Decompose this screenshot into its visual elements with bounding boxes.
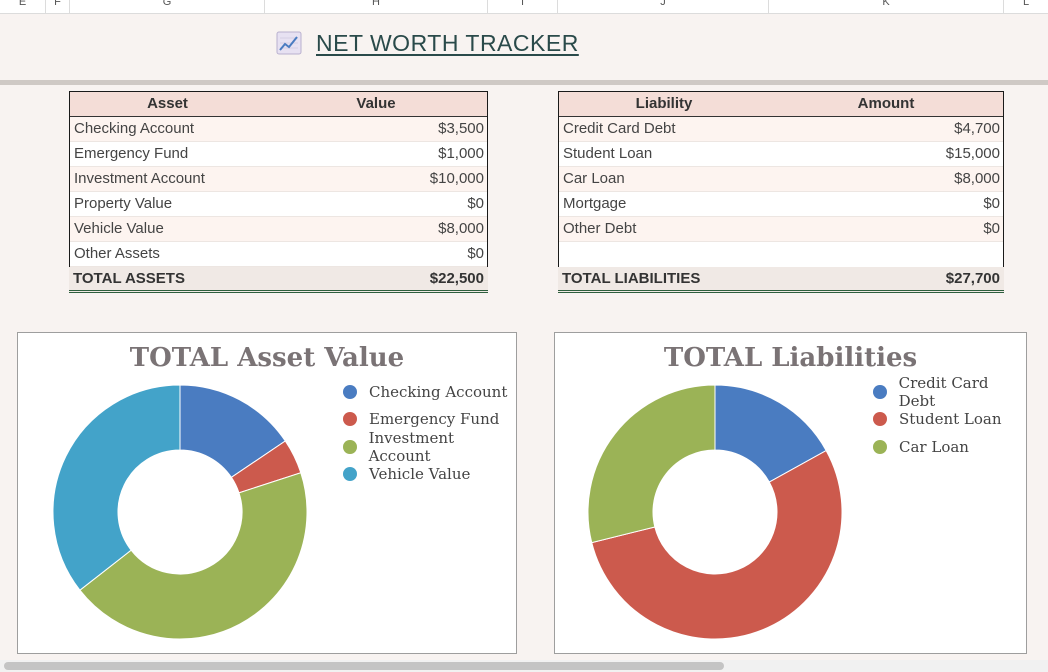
liabilities-chart-title: TOTAL Liabilities	[663, 343, 918, 373]
asset-name: Emergency Fund	[74, 145, 189, 162]
total-liabilities-row[interactable]: TOTAL LIABILITIES $27,700	[558, 267, 1004, 293]
legend-label: Car Loan	[899, 437, 969, 456]
legend-item: Investment Account	[343, 429, 516, 465]
donut-slice-student-loan[interactable]	[591, 449, 843, 640]
legend-item: Credit Card Debt	[873, 374, 1026, 410]
legend-dot	[873, 439, 887, 454]
asset-name: Vehicle Value	[74, 220, 164, 237]
asset-value: $0	[467, 195, 484, 212]
legend-item: Student Loan	[873, 406, 1026, 434]
table-row[interactable]: Investment Account $10,000	[70, 167, 487, 192]
column-header-i[interactable]: I	[488, 0, 558, 14]
table-row[interactable]: Car Loan $8,000	[559, 167, 1003, 192]
donut-slice-car-loan[interactable]	[587, 384, 716, 544]
asset-value: $8,000	[438, 220, 484, 237]
total-assets-label: TOTAL ASSETS	[73, 270, 185, 287]
table-row[interactable]: Credit Card Debt $4,700	[559, 117, 1003, 142]
assets-header-asset: Asset	[147, 95, 188, 112]
assets-table-header: Asset Value	[70, 92, 487, 117]
liabilities-header-liability: Liability	[635, 95, 693, 112]
horizontal-scrollbar[interactable]	[0, 660, 1048, 672]
column-header-e[interactable]: E	[0, 0, 46, 14]
table-row[interactable]: Property Value $0	[70, 192, 487, 217]
legend-dot	[873, 384, 887, 399]
column-header-j[interactable]: J	[558, 0, 769, 14]
total-assets-row[interactable]: TOTAL ASSETS $22,500	[69, 267, 488, 293]
total-assets-value: $22,500	[429, 270, 484, 287]
legend-item: Car Loan	[873, 433, 1026, 461]
column-header-g[interactable]: G	[70, 0, 265, 14]
legend-label: Credit Card Debt	[898, 373, 989, 410]
legend-label: Investment Account	[368, 428, 455, 465]
asset-chart-title: TOTAL Asset Value	[129, 343, 405, 373]
legend-label: Checking Account	[369, 382, 508, 401]
section-divider	[0, 80, 1048, 85]
donut-slice-investment-account[interactable]	[79, 472, 308, 640]
column-header-strip: E F G H I J K L	[0, 0, 1048, 14]
table-row[interactable]: Student Loan $15,000	[559, 142, 1003, 167]
liability-value: $0	[983, 195, 1000, 212]
assets-table: Asset Value Checking Account $3,500 Emer…	[69, 91, 488, 267]
legend-item: Emergency Fund	[343, 406, 516, 434]
total-liabilities-label: TOTAL LIABILITIES	[562, 270, 701, 287]
legend-label: Student Loan	[899, 410, 1002, 429]
legend-label: Vehicle Value	[369, 465, 471, 484]
table-row[interactable]: Checking Account $3,500	[70, 117, 487, 142]
liability-name: Other Debt	[563, 220, 637, 237]
legend-item: Vehicle Value	[343, 461, 516, 489]
liabilities-table-header: Liability Amount	[559, 92, 1003, 117]
legend-label: Emergency Fund	[369, 410, 500, 429]
asset-donut-chart	[52, 384, 308, 640]
scrollbar-thumb[interactable]	[4, 662, 724, 670]
page-title-text: NET WORTH TRACKER	[316, 29, 579, 56]
asset-chart-legend: Checking Account Emergency Fund Investme…	[343, 378, 516, 488]
page-title: NET WORTH TRACKER	[276, 28, 579, 58]
liability-name: Car Loan	[563, 170, 625, 187]
assets-header-value: Value	[356, 95, 396, 112]
legend-dot	[343, 412, 357, 427]
asset-value: $10,000	[429, 170, 484, 187]
legend-dot	[343, 467, 357, 482]
chart-increasing-icon	[276, 31, 302, 55]
table-row[interactable]: Other Debt $0	[559, 217, 1003, 242]
liability-name: Student Loan	[563, 145, 653, 162]
liabilities-donut-chart	[587, 384, 843, 640]
asset-name: Checking Account	[74, 120, 195, 137]
column-header-l[interactable]: L	[1022, 0, 1030, 8]
liability-name: Mortgage	[563, 195, 627, 212]
liability-value: $4,700	[954, 120, 1000, 137]
table-row[interactable]: Other Assets $0	[70, 242, 487, 267]
liability-name: Credit Card Debt	[563, 120, 676, 137]
table-row[interactable]: Mortgage $0	[559, 192, 1003, 217]
asset-name: Other Assets	[74, 245, 160, 262]
liabilities-table-body: Credit Card Debt $4,700 Student Loan $15…	[559, 117, 1003, 267]
liability-value: $0	[983, 220, 1000, 237]
liability-value: $15,000	[945, 145, 1000, 162]
legend-dot	[343, 384, 357, 399]
column-header-k[interactable]: K	[769, 0, 1004, 14]
asset-value: $0	[467, 245, 484, 262]
total-liabilities-value: $27,700	[945, 270, 1000, 287]
table-row[interactable]: Emergency Fund $1,000	[70, 142, 487, 167]
asset-chart-panel[interactable]: TOTAL Asset Value Checking Account Emerg…	[17, 332, 517, 654]
legend-dot	[873, 412, 887, 427]
liabilities-chart-legend: Credit Card Debt Student Loan Car Loan	[873, 374, 1026, 461]
table-row-empty[interactable]	[559, 242, 1003, 267]
liabilities-chart-panel[interactable]: TOTAL Liabilities Credit Card Debt Stude…	[554, 332, 1027, 654]
table-row[interactable]: Vehicle Value $8,000	[70, 217, 487, 242]
liabilities-table: Liability Amount Credit Card Debt $4,700…	[558, 91, 1004, 267]
legend-item: Checking Account	[343, 378, 516, 406]
column-header-h[interactable]: H	[265, 0, 488, 14]
assets-table-body: Checking Account $3,500 Emergency Fund $…	[70, 117, 487, 267]
asset-name: Property Value	[74, 195, 173, 212]
legend-dot	[343, 439, 357, 454]
donut-slice-vehicle-value[interactable]	[52, 384, 181, 591]
asset-name: Investment Account	[74, 170, 205, 187]
column-header-f[interactable]: F	[46, 0, 70, 14]
liabilities-header-amount: Amount	[857, 95, 915, 112]
liability-value: $8,000	[954, 170, 1000, 187]
asset-value: $1,000	[438, 145, 484, 162]
asset-value: $3,500	[438, 120, 484, 137]
